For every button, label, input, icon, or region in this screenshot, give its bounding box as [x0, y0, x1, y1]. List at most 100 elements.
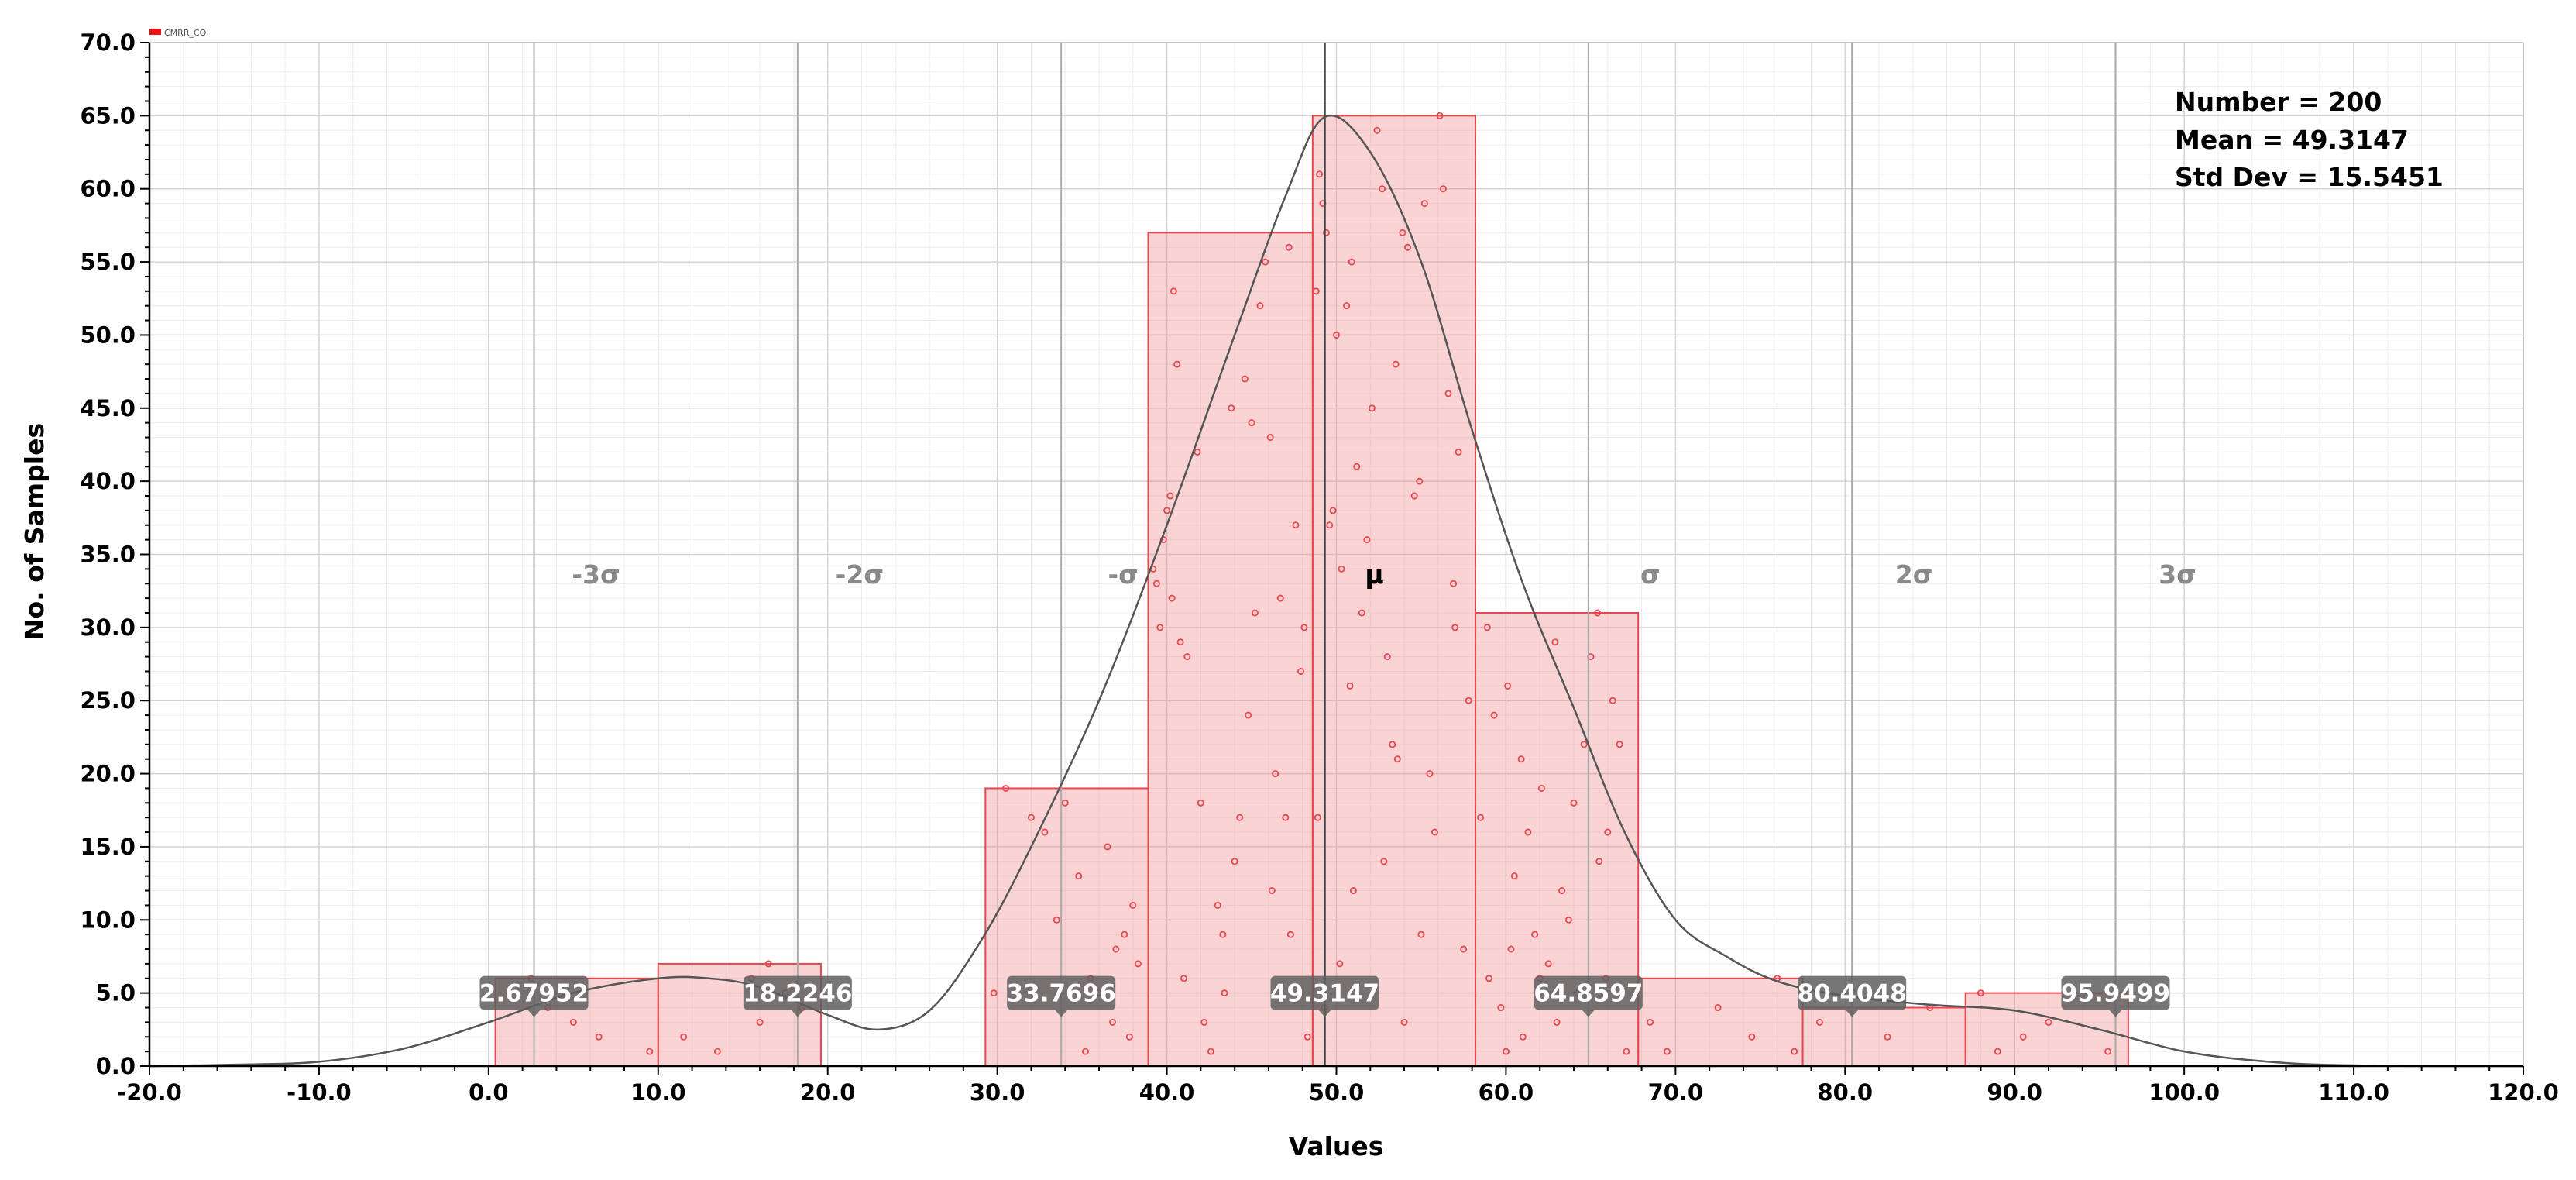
sample-point: [1248, 419, 1255, 427]
sigma-label: -σ: [1108, 559, 1138, 590]
sample-point: [1358, 609, 1365, 617]
sample-point: [1333, 331, 1341, 339]
stat-stddev: Std Dev = 15.5451: [2175, 162, 2444, 192]
sample-point: [756, 1018, 764, 1026]
sample-point: [1616, 741, 1623, 748]
sigma-label: -2σ: [836, 559, 884, 590]
x-tick-label: -20.0: [117, 1079, 182, 1106]
sample-point: [1200, 1018, 1208, 1026]
sample-point: [1228, 404, 1235, 412]
y-tick-label: 40.0: [80, 468, 136, 494]
sample-point: [1465, 697, 1472, 704]
sample-point: [1194, 448, 1201, 456]
sample-point: [1537, 784, 1545, 792]
y-tick-label: 60.0: [80, 176, 136, 202]
sample-point: [1272, 770, 1279, 778]
sample-point: [1112, 945, 1120, 953]
marker-pointer: [527, 1010, 541, 1017]
sigma-value-marker: 2.67952: [479, 975, 589, 1017]
sample-point: [1314, 814, 1321, 821]
sample-point: [1286, 931, 1294, 938]
sample-point: [2045, 1018, 2052, 1026]
sample-point: [1219, 931, 1227, 938]
sample-point: [1420, 200, 1428, 208]
sample-point: [1221, 989, 1228, 997]
sample-point: [1081, 1048, 1089, 1055]
marker-box: [1270, 975, 1379, 1010]
sample-points: [527, 112, 2112, 1055]
marker-value: 18.2246: [743, 980, 852, 1008]
stat-number: Number = 200: [2175, 87, 2382, 117]
sample-point: [1170, 287, 1177, 295]
sample-point: [1236, 814, 1244, 821]
sigma-value-marker: 33.7696: [1007, 975, 1116, 1017]
sample-point: [1197, 799, 1204, 807]
sample-point: [1075, 872, 1083, 880]
y-tick-label: 50.0: [80, 322, 136, 348]
sample-point: [1564, 916, 1572, 924]
marker-box: [479, 975, 589, 1010]
sample-point: [1346, 682, 1354, 690]
sample-point: [1268, 887, 1276, 895]
sample-point: [1349, 887, 1357, 895]
sample-point: [1477, 814, 1485, 821]
sample-point: [1251, 609, 1259, 617]
sample-point: [1483, 624, 1491, 631]
sample-point: [1426, 770, 1434, 778]
sample-point: [1231, 858, 1238, 865]
sample-point: [1316, 170, 1324, 178]
x-tick-label: 60.0: [1479, 1079, 1534, 1106]
sample-point: [1125, 1033, 1133, 1041]
sample-point: [1129, 901, 1137, 909]
sigma-label: σ: [1640, 559, 1661, 590]
sigma-value-marker: 18.2246: [743, 975, 852, 1017]
sample-point: [1570, 799, 1578, 807]
sample-point: [1348, 258, 1355, 266]
stat-mean: Mean = 49.3147: [2175, 125, 2409, 155]
legend-swatch: [149, 29, 161, 35]
sample-point: [713, 1048, 721, 1055]
sample-point: [1256, 302, 1264, 310]
sample-point: [1410, 492, 1418, 500]
sample-point: [1553, 1018, 1561, 1026]
sample-point: [1519, 1033, 1527, 1041]
sample-point: [1455, 448, 1462, 456]
sigma-labels: -3σ -2σ -σ μ σ 2σ 3σ: [572, 559, 2196, 590]
x-tick-label: 110.0: [2318, 1079, 2389, 1106]
y-tick-label: 55.0: [80, 249, 136, 275]
sample-point: [1163, 507, 1171, 514]
sample-point: [1183, 653, 1191, 661]
sample-point: [1156, 624, 1164, 631]
marker-value: 95.9499: [2061, 980, 2170, 1008]
sample-point: [1121, 931, 1128, 938]
sample-point: [1450, 580, 1458, 587]
y-tick-label: 20.0: [80, 761, 136, 787]
sample-point: [1326, 521, 1334, 529]
sample-point: [1104, 843, 1111, 851]
sample-point: [1300, 624, 1308, 631]
marker-value: 33.7696: [1007, 980, 1116, 1008]
sample-point: [1400, 1018, 1408, 1026]
sample-point: [1379, 185, 1386, 193]
sigma-value-markers: 2.67952 18.2246 33.7696 49.3147 64.8597 80.40…: [479, 975, 2170, 1017]
sample-point: [2019, 1033, 2027, 1041]
marker-value: 80.4048: [1798, 980, 1907, 1008]
histogram-bar: [1637, 977, 1804, 1068]
sample-point: [680, 1033, 688, 1041]
sample-point: [1297, 667, 1305, 675]
sample-point: [569, 1018, 577, 1026]
sample-point: [1815, 1018, 1823, 1026]
histogram-bar: [1311, 115, 1477, 1067]
sample-point: [1262, 258, 1269, 266]
legend-entry: CMRR_CO: [164, 28, 207, 38]
sample-point: [1368, 404, 1376, 412]
marker-box: [1534, 975, 1643, 1010]
sample-point: [1245, 711, 1252, 719]
histogram-bars: [494, 115, 2129, 1068]
y-tick-label: 70.0: [80, 29, 136, 56]
sample-point: [1417, 931, 1425, 938]
sample-point: [1166, 492, 1174, 500]
x-axis-ticks: -20.0 -10.0 0.0 10.0 20.0 30.0 40.0 50.0 60.0 70.…: [117, 1079, 2559, 1106]
sample-point: [1580, 741, 1588, 748]
